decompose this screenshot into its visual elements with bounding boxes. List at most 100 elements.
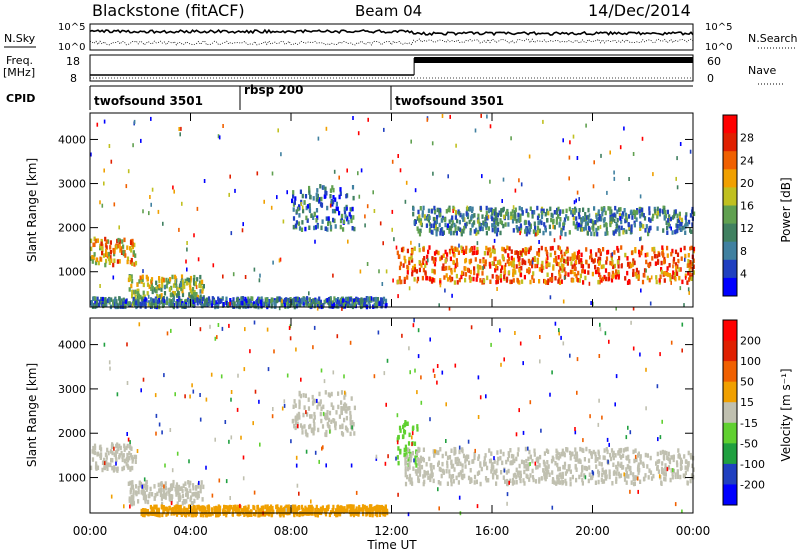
velocity-cell	[318, 459, 320, 464]
power-cell	[624, 276, 627, 281]
power-cell	[286, 298, 289, 303]
power-cell	[577, 255, 580, 260]
velocity-cell	[303, 424, 306, 429]
velocity-cell	[446, 481, 449, 486]
velocity-ylabel: Slant Range [km]	[25, 363, 39, 467]
velocity-cell	[691, 463, 694, 469]
velocity-cell	[536, 464, 539, 470]
power-cell	[456, 218, 459, 224]
power-cell	[564, 271, 567, 276]
power-cell	[608, 272, 611, 277]
velocity-cell	[164, 506, 167, 511]
power-cell	[685, 219, 688, 224]
power-cell	[398, 254, 401, 259]
velocity-cell	[115, 443, 118, 449]
power-cell	[537, 252, 541, 257]
power-cell	[521, 248, 525, 253]
power-cell	[449, 230, 453, 236]
velocity-cell	[559, 454, 562, 459]
power-cell	[352, 195, 355, 201]
velocity-cell	[406, 454, 409, 460]
power-cell	[573, 210, 576, 216]
velocity-cell	[410, 453, 413, 458]
velocity-cell	[523, 460, 526, 465]
power-cell	[573, 263, 576, 268]
power-cell	[197, 257, 200, 262]
power-cell	[455, 231, 458, 236]
power-cell	[536, 251, 539, 256]
velocity-cell	[162, 490, 165, 495]
power-cell	[411, 268, 414, 273]
velocity-cell	[455, 475, 458, 481]
velocity-cell	[163, 484, 165, 489]
power-cell	[623, 126, 625, 131]
velocity-cell	[266, 506, 270, 512]
velocity-y-tick-label: 2000	[58, 427, 86, 440]
velocity-cell	[510, 453, 514, 459]
power-cell	[253, 303, 256, 309]
velocity-cell	[119, 445, 122, 451]
power-cell	[168, 301, 171, 307]
velocity-cell	[325, 507, 328, 513]
velocity-cell	[438, 506, 440, 511]
velocity-cell	[316, 405, 319, 410]
time-tick-label: 12:00	[374, 524, 409, 538]
velocity-cell	[301, 508, 304, 514]
power-cell	[411, 258, 414, 263]
velocity-cell	[656, 465, 659, 470]
power-cell	[684, 215, 687, 220]
power-cell	[540, 245, 543, 251]
power-cell	[600, 278, 603, 283]
velocity-cell	[243, 512, 246, 517]
velocity-cell	[100, 452, 103, 457]
velocity-cell	[385, 508, 388, 513]
power-cell	[619, 145, 622, 150]
power-cell	[130, 240, 133, 246]
velocity-cell	[464, 459, 467, 464]
velocity-cell	[527, 466, 530, 472]
power-cell	[279, 257, 282, 262]
power-cell	[610, 209, 613, 214]
velocity-cell	[184, 512, 188, 518]
power-cell	[165, 296, 169, 302]
power-cell	[340, 300, 344, 306]
power-cell	[160, 287, 163, 292]
velocity-cell	[432, 465, 435, 470]
velocity-cell	[202, 484, 205, 490]
power-cell	[507, 215, 510, 221]
power-cell	[326, 298, 329, 303]
power-cell	[553, 258, 556, 263]
velocity-cell	[146, 485, 149, 490]
power-cell	[492, 223, 495, 228]
power-cell	[481, 214, 484, 219]
power-cell	[363, 303, 366, 308]
power-cell	[349, 214, 352, 220]
velocity-cell	[153, 484, 156, 489]
velocity-cell	[562, 480, 565, 485]
power-cell	[680, 217, 683, 223]
power-cell	[454, 215, 457, 220]
velocity-cell	[192, 501, 195, 506]
power-cell	[153, 287, 157, 292]
power-cell	[516, 251, 520, 256]
power-cell	[591, 219, 594, 224]
velocity-cell	[92, 450, 95, 455]
velocity-cell	[194, 485, 198, 490]
power-cell	[363, 297, 366, 303]
power-cell	[519, 228, 522, 234]
velocity-cell	[493, 469, 496, 475]
velocity-cell	[399, 448, 402, 454]
power-cell	[633, 209, 636, 215]
power-cell	[590, 301, 592, 305]
power-cell	[676, 252, 680, 257]
power-cell	[505, 278, 508, 283]
velocity-cell	[330, 402, 333, 407]
velocity-cell	[314, 398, 317, 404]
power-cell	[509, 279, 512, 284]
velocity-cell	[343, 402, 346, 407]
velocity-cell	[132, 488, 135, 493]
power-cell	[531, 210, 534, 215]
velocity-cell	[681, 322, 684, 327]
power-cell	[663, 208, 666, 213]
velocity-cell	[353, 509, 356, 514]
